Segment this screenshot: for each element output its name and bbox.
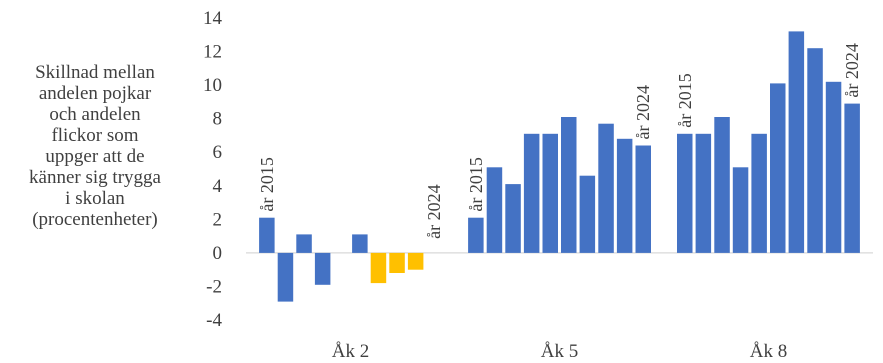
year-annotation: år 2015 — [675, 73, 695, 127]
bar — [468, 217, 484, 253]
y-axis-title-line: andelen pojkar — [38, 83, 152, 104]
year-annotation: år 2024 — [842, 43, 862, 97]
y-tick-label: 8 — [213, 109, 223, 130]
bar — [635, 145, 651, 253]
bar — [807, 48, 823, 253]
bar — [523, 133, 540, 253]
y-tick-label: 6 — [213, 142, 223, 163]
y-tick-label: 14 — [203, 8, 223, 29]
bar — [296, 234, 312, 253]
bar — [277, 252, 294, 302]
bar — [352, 234, 368, 253]
bar — [561, 117, 577, 253]
y-axis-title-line: och andelen — [49, 104, 141, 125]
y-axis-title-line: Skillnad mellan — [35, 62, 155, 83]
y-axis-title: Skillnad mellan andelen pojkar och andel… — [0, 62, 190, 230]
bar — [751, 133, 767, 253]
y-tick-label: 2 — [213, 209, 223, 230]
y-axis-title-line: i skolan — [65, 188, 125, 209]
bar — [732, 167, 749, 253]
x-category-label: Åk 8 — [750, 341, 787, 362]
bar — [714, 117, 730, 253]
bar — [579, 175, 596, 253]
y-tick-label: 10 — [203, 75, 222, 96]
year-annotation: år 2015 — [257, 157, 277, 211]
y-tick-label: 4 — [213, 176, 223, 197]
bar — [389, 252, 405, 273]
y-tick-label: -2 — [206, 276, 222, 297]
bar — [695, 133, 712, 253]
bar — [616, 138, 633, 253]
y-axis-title-line: uppger att de — [45, 146, 145, 167]
y-axis-title-line: flickor som — [51, 125, 139, 146]
bar — [825, 81, 842, 253]
bar — [486, 167, 503, 253]
y-tick-label: -4 — [206, 310, 222, 331]
year-annotation: år 2024 — [633, 85, 653, 139]
bar — [314, 252, 331, 285]
bar — [505, 184, 521, 253]
year-annotation: år 2024 — [424, 184, 444, 238]
bar — [407, 252, 424, 270]
bar — [788, 31, 805, 253]
y-tick-label: 12 — [203, 42, 222, 63]
y-tick-label: 0 — [213, 243, 223, 264]
x-category-label: Åk 5 — [541, 341, 578, 362]
y-axis-title-line: (procentenheter) — [32, 209, 158, 230]
bar — [770, 83, 786, 253]
bar — [598, 123, 614, 253]
bar — [259, 217, 275, 253]
bar — [677, 133, 693, 253]
bar — [844, 103, 860, 253]
x-category-label: Åk 2 — [332, 341, 369, 362]
year-annotation: år 2015 — [466, 157, 486, 211]
bar — [370, 252, 387, 284]
bar — [542, 133, 558, 253]
y-axis-title-line: känner sig trygga — [29, 167, 161, 188]
